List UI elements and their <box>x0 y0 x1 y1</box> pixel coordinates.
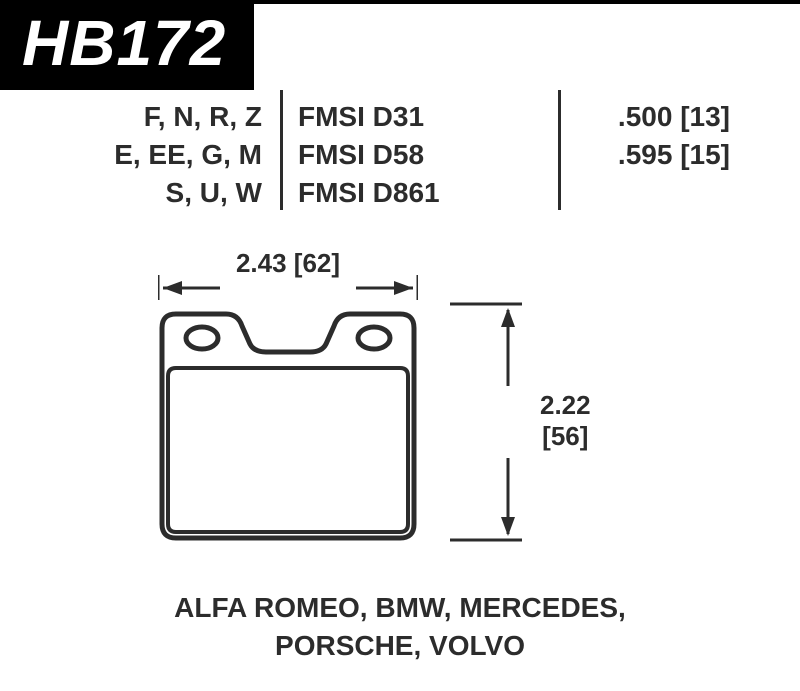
spec-table: F, N, R, Z E, EE, G, M S, U, W FMSI D31 … <box>90 98 750 211</box>
thickness-row: .595 [15] <box>480 136 730 174</box>
fmsi-row: FMSI D861 <box>298 174 480 212</box>
part-number: HB172 <box>22 7 226 79</box>
fmsi-row: FMSI D31 <box>298 98 480 136</box>
compound-row: E, EE, G, M <box>90 136 262 174</box>
brands-line: PORSCHE, VOLVO <box>0 627 800 665</box>
part-header: HB172 <box>0 0 254 90</box>
height-arrow-svg <box>450 302 540 542</box>
diagram-area: 2.43 [62] 2.22 [56] <box>0 230 800 630</box>
fmsi-column: FMSI D31 FMSI D58 FMSI D861 <box>280 98 480 211</box>
thickness-column: .500 [13] .595 [15] <box>480 98 750 211</box>
thickness-row: .500 [13] <box>480 98 730 136</box>
height-dimension: 2.22 [56] <box>450 302 650 542</box>
height-label: 2.22 [56] <box>540 390 591 452</box>
compound-row: S, U, W <box>90 174 262 212</box>
brake-pad-outline <box>158 302 418 542</box>
brand-list: ALFA ROMEO, BMW, MERCEDES, PORSCHE, VOLV… <box>0 589 800 665</box>
fmsi-row: FMSI D58 <box>298 136 480 174</box>
width-dimension: 2.43 [62] <box>158 250 418 300</box>
brands-line: ALFA ROMEO, BMW, MERCEDES, <box>0 589 800 627</box>
width-label: 2.43 [62] <box>158 248 418 279</box>
compounds-column: F, N, R, Z E, EE, G, M S, U, W <box>90 98 280 211</box>
compound-row: F, N, R, Z <box>90 98 262 136</box>
